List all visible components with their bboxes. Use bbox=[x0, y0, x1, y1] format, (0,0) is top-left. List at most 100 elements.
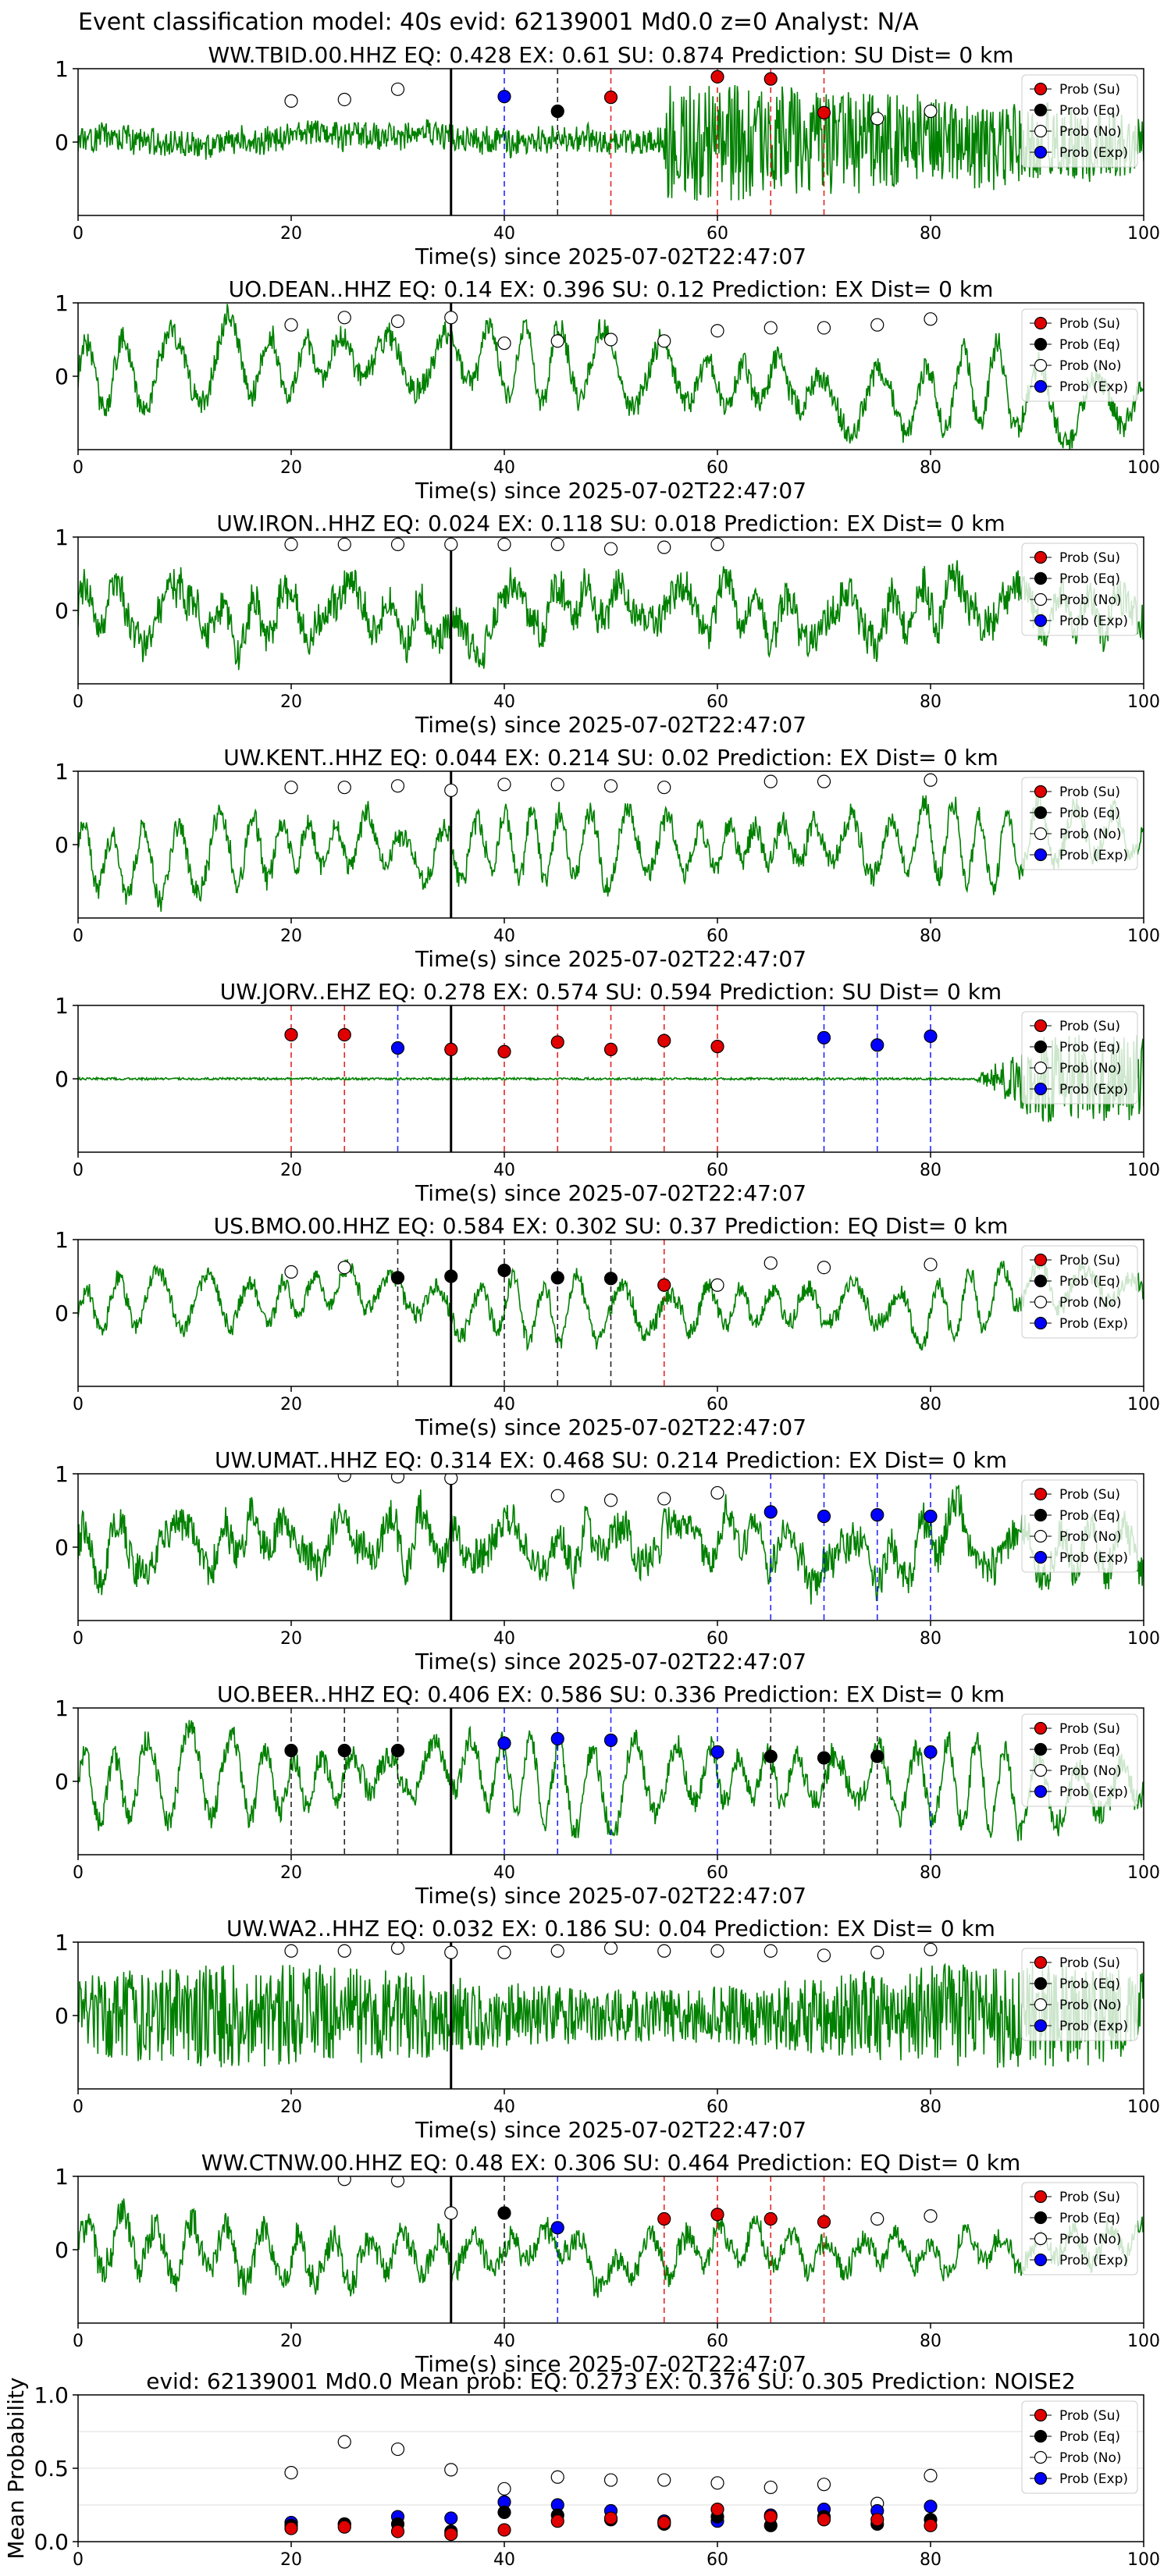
probability-marker bbox=[763, 1749, 778, 1763]
x-tick-label: 20 bbox=[280, 1863, 302, 1883]
legend-label: Prob (Eq) bbox=[1059, 337, 1120, 353]
legend: Prob (Su) Prob (Eq) Prob (No) Prob (Exp) bbox=[1021, 1479, 1138, 1573]
x-tick-label: 0 bbox=[73, 2097, 84, 2117]
legend-label: Prob (No) bbox=[1059, 124, 1122, 140]
x-axis-label: Time(s) since 2025-07-02T22:47:07 bbox=[415, 1883, 806, 1909]
x-tick-label: 40 bbox=[493, 2097, 515, 2117]
probability-marker bbox=[284, 1265, 298, 1279]
legend-swatch-marker bbox=[1034, 1487, 1048, 1501]
probability-marker bbox=[444, 537, 458, 552]
mean-probability-marker bbox=[444, 2511, 458, 2525]
legend-swatch-marker bbox=[1034, 1253, 1048, 1267]
x-axis-label: Time(s) since 2025-07-02T22:47:07 bbox=[415, 478, 806, 503]
probability-marker bbox=[497, 1263, 511, 1278]
probability-marker bbox=[337, 1027, 351, 1042]
y-tick-label: 0 bbox=[55, 832, 69, 858]
probability-marker bbox=[870, 2211, 884, 2226]
probability-marker bbox=[603, 779, 618, 793]
y-tick-label: 0.5 bbox=[34, 2456, 69, 2482]
probability-marker bbox=[924, 2209, 938, 2223]
probability-marker bbox=[284, 1027, 298, 1042]
probability-marker bbox=[337, 311, 351, 325]
legend-swatch-marker bbox=[1034, 2253, 1048, 2267]
probability-marker bbox=[710, 69, 724, 84]
y-tick-label: 1 bbox=[55, 1695, 69, 1721]
waveform-trace bbox=[78, 560, 1144, 671]
probability-marker bbox=[444, 1269, 458, 1283]
y-tick-label: 0 bbox=[55, 364, 69, 390]
y-tick-label: 1 bbox=[55, 993, 69, 1019]
y-tick-label: 0 bbox=[55, 1066, 69, 1092]
legend-box bbox=[1021, 1713, 1138, 1807]
probability-marker bbox=[497, 336, 511, 350]
legend-label: Prob (No) bbox=[1059, 1529, 1122, 1545]
plot-area bbox=[78, 69, 1144, 215]
x-tick-label: 20 bbox=[280, 224, 302, 244]
x-tick-label: 100 bbox=[1127, 1395, 1160, 1414]
probability-marker bbox=[284, 94, 298, 108]
panel-title: WW.TBID.00.HHZ EQ: 0.428 EX: 0.61 SU: 0.… bbox=[208, 42, 1013, 68]
plot-area bbox=[78, 1005, 1144, 1152]
probability-marker bbox=[284, 1743, 298, 1758]
legend-box bbox=[1021, 1948, 1138, 2041]
x-tick-label: 0 bbox=[73, 458, 84, 478]
probability-marker bbox=[284, 318, 298, 332]
legend-swatch-marker bbox=[1034, 1040, 1048, 1054]
x-tick-label: 40 bbox=[493, 1863, 515, 1883]
probability-marker bbox=[817, 321, 831, 335]
probability-marker bbox=[550, 1944, 564, 1958]
x-axis-label: Time(s) since 2025-07-02T22:47:07 bbox=[415, 1649, 806, 1674]
mean-probability-marker bbox=[817, 2478, 831, 2492]
x-tick-label: 100 bbox=[1127, 458, 1160, 478]
probability-marker bbox=[603, 1942, 618, 1955]
x-axis-label: Time(s) since 2025-07-02T22:47:07 bbox=[415, 2117, 806, 2143]
x-tick-label: 60 bbox=[707, 1863, 728, 1883]
mean-probability-marker bbox=[870, 2513, 884, 2527]
probability-marker bbox=[924, 104, 938, 119]
legend: Prob (Su) Prob (Eq) Prob (No) Prob (Exp) bbox=[1021, 74, 1138, 168]
x-tick-label: 0 bbox=[73, 692, 84, 712]
x-tick-label: 0 bbox=[73, 1863, 84, 1883]
probability-marker bbox=[924, 312, 938, 326]
probability-marker bbox=[390, 82, 405, 96]
probability-marker bbox=[550, 537, 564, 552]
plot-area bbox=[78, 303, 1144, 450]
legend: Prob (Su) Prob (Eq) Prob (No) Prob (Exp) bbox=[1021, 1948, 1138, 2041]
legend-label: Prob (Eq) bbox=[1059, 103, 1120, 119]
mean-probability-marker bbox=[390, 2442, 405, 2457]
x-tick-label: 40 bbox=[493, 1161, 515, 1180]
waveform-trace bbox=[78, 792, 1144, 912]
probability-marker bbox=[710, 324, 724, 338]
probability-marker bbox=[444, 2206, 458, 2220]
x-tick-label: 60 bbox=[707, 2550, 728, 2570]
mean-probability-marker bbox=[817, 2513, 831, 2527]
legend-label: Prob (Exp) bbox=[1059, 848, 1128, 863]
legend-label: Prob (Su) bbox=[1059, 1487, 1120, 1503]
probability-marker bbox=[550, 1489, 564, 1503]
legend-label: Prob (No) bbox=[1059, 1998, 1122, 2013]
legend-swatch-marker bbox=[1034, 1550, 1048, 1564]
legend-swatch-marker bbox=[1034, 614, 1048, 628]
waveform-trace bbox=[78, 2198, 1144, 2298]
mean-probability-marker bbox=[337, 2435, 351, 2449]
legend-label: Prob (Su) bbox=[1059, 1955, 1120, 1971]
legend-swatch-marker bbox=[1034, 1955, 1048, 1969]
x-tick-label: 80 bbox=[920, 1863, 941, 1883]
x-tick-label: 40 bbox=[493, 1629, 515, 1649]
x-tick-label: 100 bbox=[1127, 2550, 1160, 2570]
legend-label: Prob (No) bbox=[1059, 1763, 1122, 1779]
legend-label: Prob (No) bbox=[1059, 2232, 1122, 2247]
panel-title: evid: 62139001 Md0.0 Mean prob: EQ: 0.27… bbox=[146, 2368, 1076, 2394]
legend-swatch-marker bbox=[1034, 1998, 1048, 2012]
probability-marker bbox=[284, 537, 298, 552]
legend: Prob (Su) Prob (Eq) Prob (No) Prob (Exp) bbox=[1021, 308, 1138, 402]
x-axis-label: Time(s) since 2025-07-02T22:47:07 bbox=[415, 1414, 806, 1440]
legend-label: Prob (Exp) bbox=[1059, 2019, 1128, 2034]
mean-probability-marker bbox=[763, 2510, 778, 2524]
probability-marker bbox=[444, 1042, 458, 1057]
plot-area bbox=[78, 2176, 1144, 2323]
legend-label: Prob (Su) bbox=[1059, 1253, 1120, 1268]
panel-title: UO.DEAN..HHZ EQ: 0.14 EX: 0.396 SU: 0.12… bbox=[229, 276, 994, 302]
mean-probability-marker bbox=[284, 2466, 298, 2480]
